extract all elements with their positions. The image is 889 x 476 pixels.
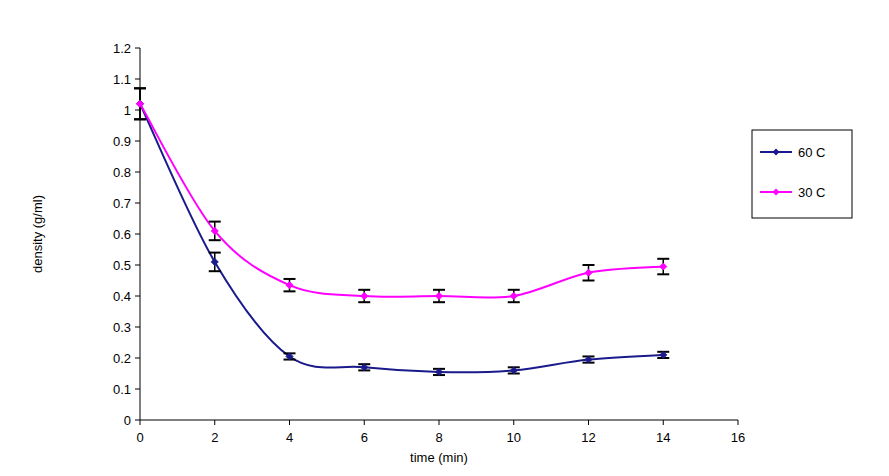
x-tick <box>214 420 215 425</box>
error-bar <box>209 253 221 272</box>
y-tick-label: 1.2 <box>113 41 131 56</box>
data-point <box>361 364 368 371</box>
error-bar <box>134 88 146 119</box>
y-tick <box>135 79 140 80</box>
data-point <box>660 263 667 270</box>
data-point <box>585 269 592 276</box>
x-tick-label: 16 <box>731 430 745 445</box>
data-point <box>286 282 293 289</box>
y-tick <box>135 203 140 204</box>
legend-marker <box>773 189 780 196</box>
x-tick <box>289 420 290 425</box>
error-bar <box>433 369 445 375</box>
y-tick <box>135 358 140 359</box>
x-tick-label: 10 <box>507 430 521 445</box>
error-bar <box>284 353 296 359</box>
y-tick-label: 1 <box>124 103 131 118</box>
data-point <box>361 293 368 300</box>
data-point <box>211 227 218 234</box>
y-tick-label: 0.8 <box>113 165 131 180</box>
chart: 0 0.1 0.2 0.3 0.4 0.5 0.6 0.7 0.8 0.9 1 1.1 1.2 0 2 4 6 8… <box>0 0 889 476</box>
x-tick-label: 14 <box>656 430 670 445</box>
legend-marker <box>773 149 780 156</box>
y-tick <box>135 48 140 49</box>
legend-box <box>752 130 852 218</box>
data-point <box>510 293 517 300</box>
y-tick <box>135 172 140 173</box>
y-tick <box>135 234 140 235</box>
series-line <box>140 104 663 298</box>
y-axis-title: density (g/ml) <box>30 195 45 273</box>
data-point <box>436 368 443 375</box>
x-tick-label: 0 <box>136 430 143 445</box>
legend-label: 60 C <box>798 145 825 160</box>
x-tick <box>364 420 365 425</box>
data-point <box>660 351 667 358</box>
error-bar <box>433 290 445 302</box>
y-tick-label: 0.1 <box>113 382 131 397</box>
y-tick-label: 0.3 <box>113 320 131 335</box>
error-bar <box>657 259 669 275</box>
x-tick-label: 6 <box>361 430 368 445</box>
x-tick <box>140 420 141 425</box>
error-bar <box>358 290 370 302</box>
y-tick-label: 0.7 <box>113 196 131 211</box>
series-line <box>140 104 663 372</box>
y-tick-label: 0.5 <box>113 258 131 273</box>
y-tick-label: 0 <box>124 413 131 428</box>
plot-area <box>134 88 669 375</box>
error-bar <box>583 265 595 281</box>
x-tick <box>439 420 440 425</box>
error-bar <box>134 88 146 119</box>
x-axis-title: time (min) <box>410 450 468 465</box>
y-tick <box>135 420 140 421</box>
y-tick-label: 0.2 <box>113 351 131 366</box>
y-tick <box>135 327 140 328</box>
x-tick <box>513 420 514 425</box>
error-bar <box>508 290 520 302</box>
x-tick-label: 8 <box>435 430 442 445</box>
data-point <box>510 367 517 374</box>
y-tick <box>135 389 140 390</box>
error-bar <box>583 356 595 362</box>
legend: 60 C 30 C <box>752 130 852 218</box>
y-tick <box>135 296 140 297</box>
data-point <box>211 258 218 265</box>
error-bar <box>508 367 520 373</box>
y-tick-label: 0.9 <box>113 134 131 149</box>
data-point <box>286 353 293 360</box>
y-tick <box>135 265 140 266</box>
x-tick-label: 12 <box>581 430 595 445</box>
y-tick-label: 0.6 <box>113 227 131 242</box>
error-bar <box>358 364 370 370</box>
error-bar <box>284 279 296 291</box>
x-tick <box>738 420 739 425</box>
data-point <box>585 356 592 363</box>
error-bar <box>657 352 669 358</box>
error-bar <box>209 222 221 241</box>
x-tick <box>588 420 589 425</box>
y-tick-label: 1.1 <box>113 72 131 87</box>
x-tick <box>663 420 664 425</box>
y-tick-label: 0.4 <box>113 289 131 304</box>
data-point <box>436 293 443 300</box>
x-tick-label: 4 <box>286 430 293 445</box>
data-point <box>137 100 144 107</box>
x-tick-label: 2 <box>211 430 218 445</box>
y-tick <box>135 141 140 142</box>
legend-label: 30 C <box>798 185 825 200</box>
